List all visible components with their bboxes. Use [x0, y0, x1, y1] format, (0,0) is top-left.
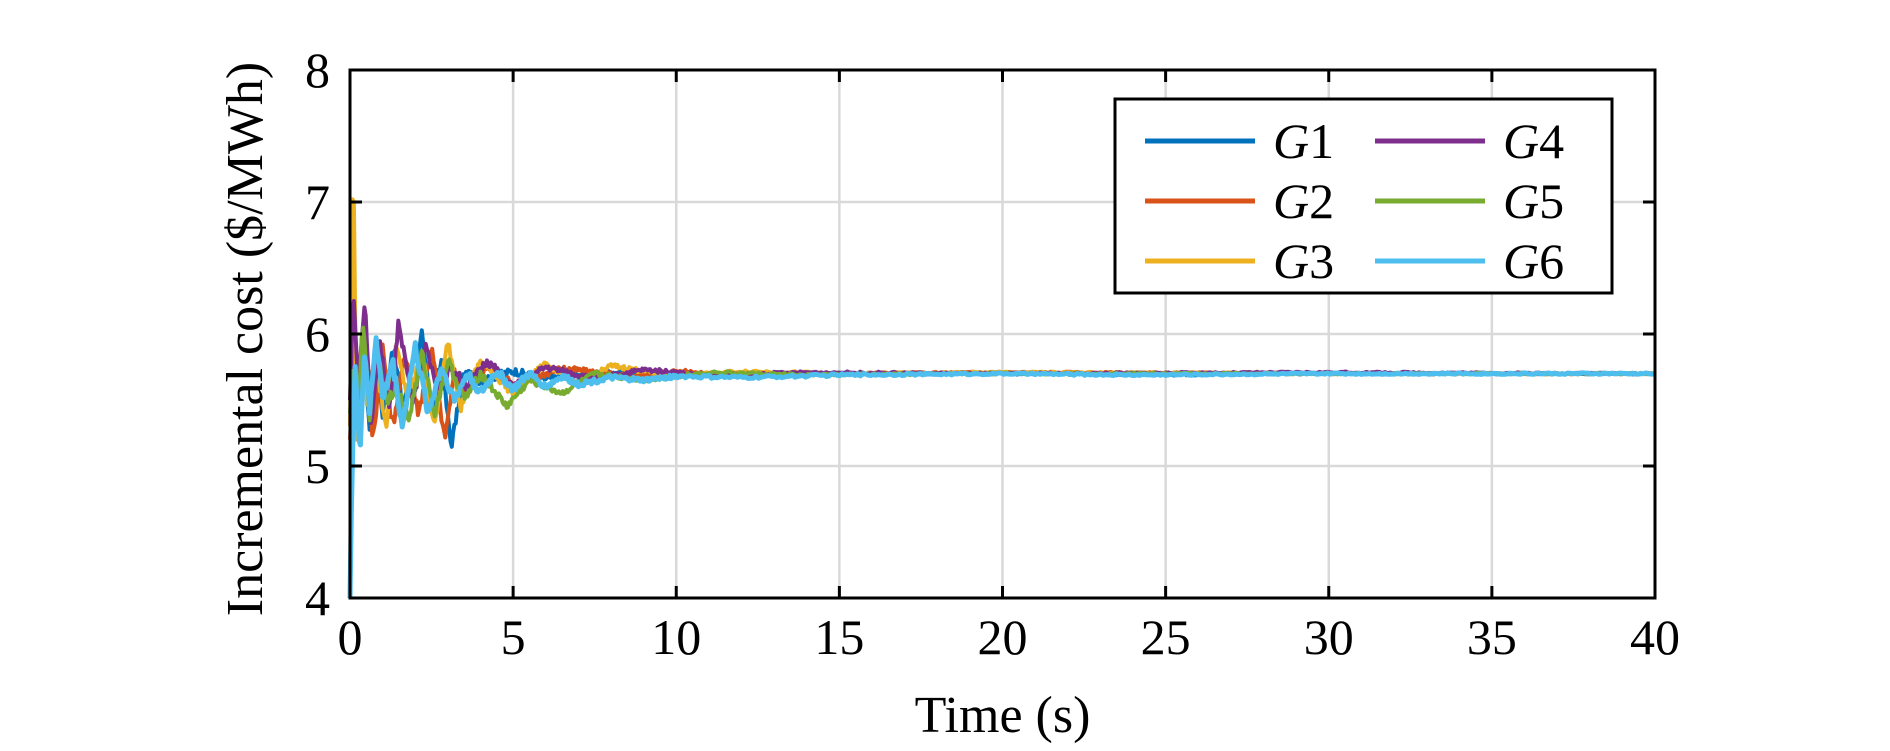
x-axis-title: Time (s)	[915, 687, 1091, 744]
legend-label-letter: G	[1503, 233, 1539, 289]
x-tick-label: 5	[501, 609, 526, 665]
x-tick-label: 30	[1304, 609, 1354, 665]
legend-label-g4: G4	[1503, 113, 1564, 169]
legend-label-letter: G	[1273, 233, 1309, 289]
x-tick-label: 40	[1630, 609, 1680, 665]
y-tick-label: 6	[305, 306, 330, 362]
y-tick-label: 8	[305, 42, 330, 98]
legend-label-g2: G2	[1273, 173, 1334, 229]
y-tick-label: 4	[305, 570, 330, 626]
legend-label-letter: G	[1503, 173, 1539, 229]
legend-label-number: 5	[1539, 173, 1564, 229]
legend-label-letter: G	[1503, 113, 1539, 169]
legend-label-number: 1	[1309, 113, 1334, 169]
legend-label-g5: G5	[1503, 173, 1564, 229]
x-tick-label: 0	[338, 609, 363, 665]
legend-label-letter: G	[1273, 113, 1309, 169]
legend-label-number: 2	[1309, 173, 1334, 229]
legend-label-number: 4	[1539, 113, 1564, 169]
x-tick-label: 25	[1141, 609, 1191, 665]
legend-label-g1: G1	[1273, 113, 1334, 169]
series-line-g6	[347, 335, 1654, 599]
legend-label-g6: G6	[1503, 233, 1564, 289]
legend-label-g3: G3	[1273, 233, 1334, 289]
series-lines	[347, 197, 1655, 599]
x-tick-label: 35	[1467, 609, 1517, 665]
legend-label-letter: G	[1273, 173, 1309, 229]
y-axis-title: Incremental cost ($/MWh)	[217, 62, 274, 616]
y-tick-label: 5	[305, 438, 330, 494]
x-tick-label: 20	[978, 609, 1028, 665]
x-tick-label: 15	[814, 609, 864, 665]
legend-label-number: 6	[1539, 233, 1564, 289]
y-tick-label: 7	[305, 174, 330, 230]
x-tick-label: 10	[651, 609, 701, 665]
legend-label-number: 3	[1309, 233, 1334, 289]
